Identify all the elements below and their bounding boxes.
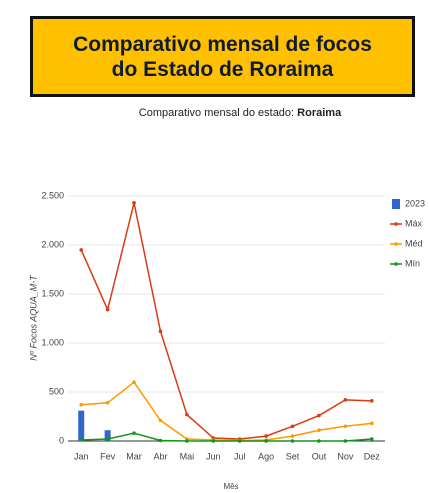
point [105,307,110,312]
point [185,439,189,443]
legend-swatch [394,242,398,246]
legend-swatch [392,199,400,209]
point [105,400,110,405]
point [158,329,163,334]
legend-label: Máx [405,218,423,228]
legend-swatch [394,262,398,266]
y-tick-label: 2.500 [41,190,64,200]
legend-swatch [394,222,398,226]
bar [104,430,111,441]
point [158,438,163,443]
x-tick-label: Ago [258,451,274,461]
y-axis-label: Nº Focos AQUA_M-T [28,274,38,361]
point [343,398,348,402]
bar [78,410,85,441]
x-tick-label: Jan [74,451,89,461]
point [211,439,216,443]
point [369,399,374,403]
chart-subtitle: Comparativo mensal do estado: Roraima [139,107,342,119]
legend-label: Méd [405,238,423,248]
point [185,412,189,417]
point [79,438,84,442]
point [237,439,242,443]
subtitle-state: Roraima [297,107,342,119]
line [81,432,372,442]
x-tick-label: Dez [364,451,381,461]
point [105,437,110,441]
x-tick-label: Abr [153,451,167,461]
x-tick-label: Set [286,451,300,461]
point [290,434,295,438]
y-tick-label: 1.500 [41,288,64,298]
y-tick-label: 500 [49,386,64,396]
y-tick-label: 1.000 [41,337,64,347]
point [317,428,321,433]
x-tick-label: Out [312,451,327,461]
x-tick-label: Mai [180,451,195,461]
banner-title: Comparativo mensal de focos do Estado de… [73,32,372,81]
point [317,439,321,443]
point [290,424,295,429]
x-axis-label: Mês [223,482,238,491]
y-tick-label: 2.000 [41,239,64,249]
y-tick-label: 0 [59,435,64,445]
point [290,439,295,443]
point [132,380,136,385]
point [79,402,84,407]
x-tick-label: Nov [337,451,354,461]
point [343,439,348,443]
x-tick-label: Jul [234,451,246,461]
banner: Comparativo mensal de focos do Estado de… [30,16,415,97]
line [81,381,372,442]
point [158,418,163,423]
x-tick-label: Jun [206,451,221,461]
point [132,431,136,435]
point [132,201,136,205]
point [369,421,374,426]
legend-label: Mín [405,258,420,268]
legend-label: 2023 [405,198,425,208]
x-tick-label: Fev [100,451,116,461]
point [369,437,374,441]
line [80,202,372,440]
point [317,413,321,418]
point [343,424,348,429]
x-tick-label: Mar [126,451,142,461]
point [264,434,268,438]
point [79,248,84,252]
point [264,439,268,443]
subtitle-text: Comparativo mensal do estado: [139,107,294,119]
